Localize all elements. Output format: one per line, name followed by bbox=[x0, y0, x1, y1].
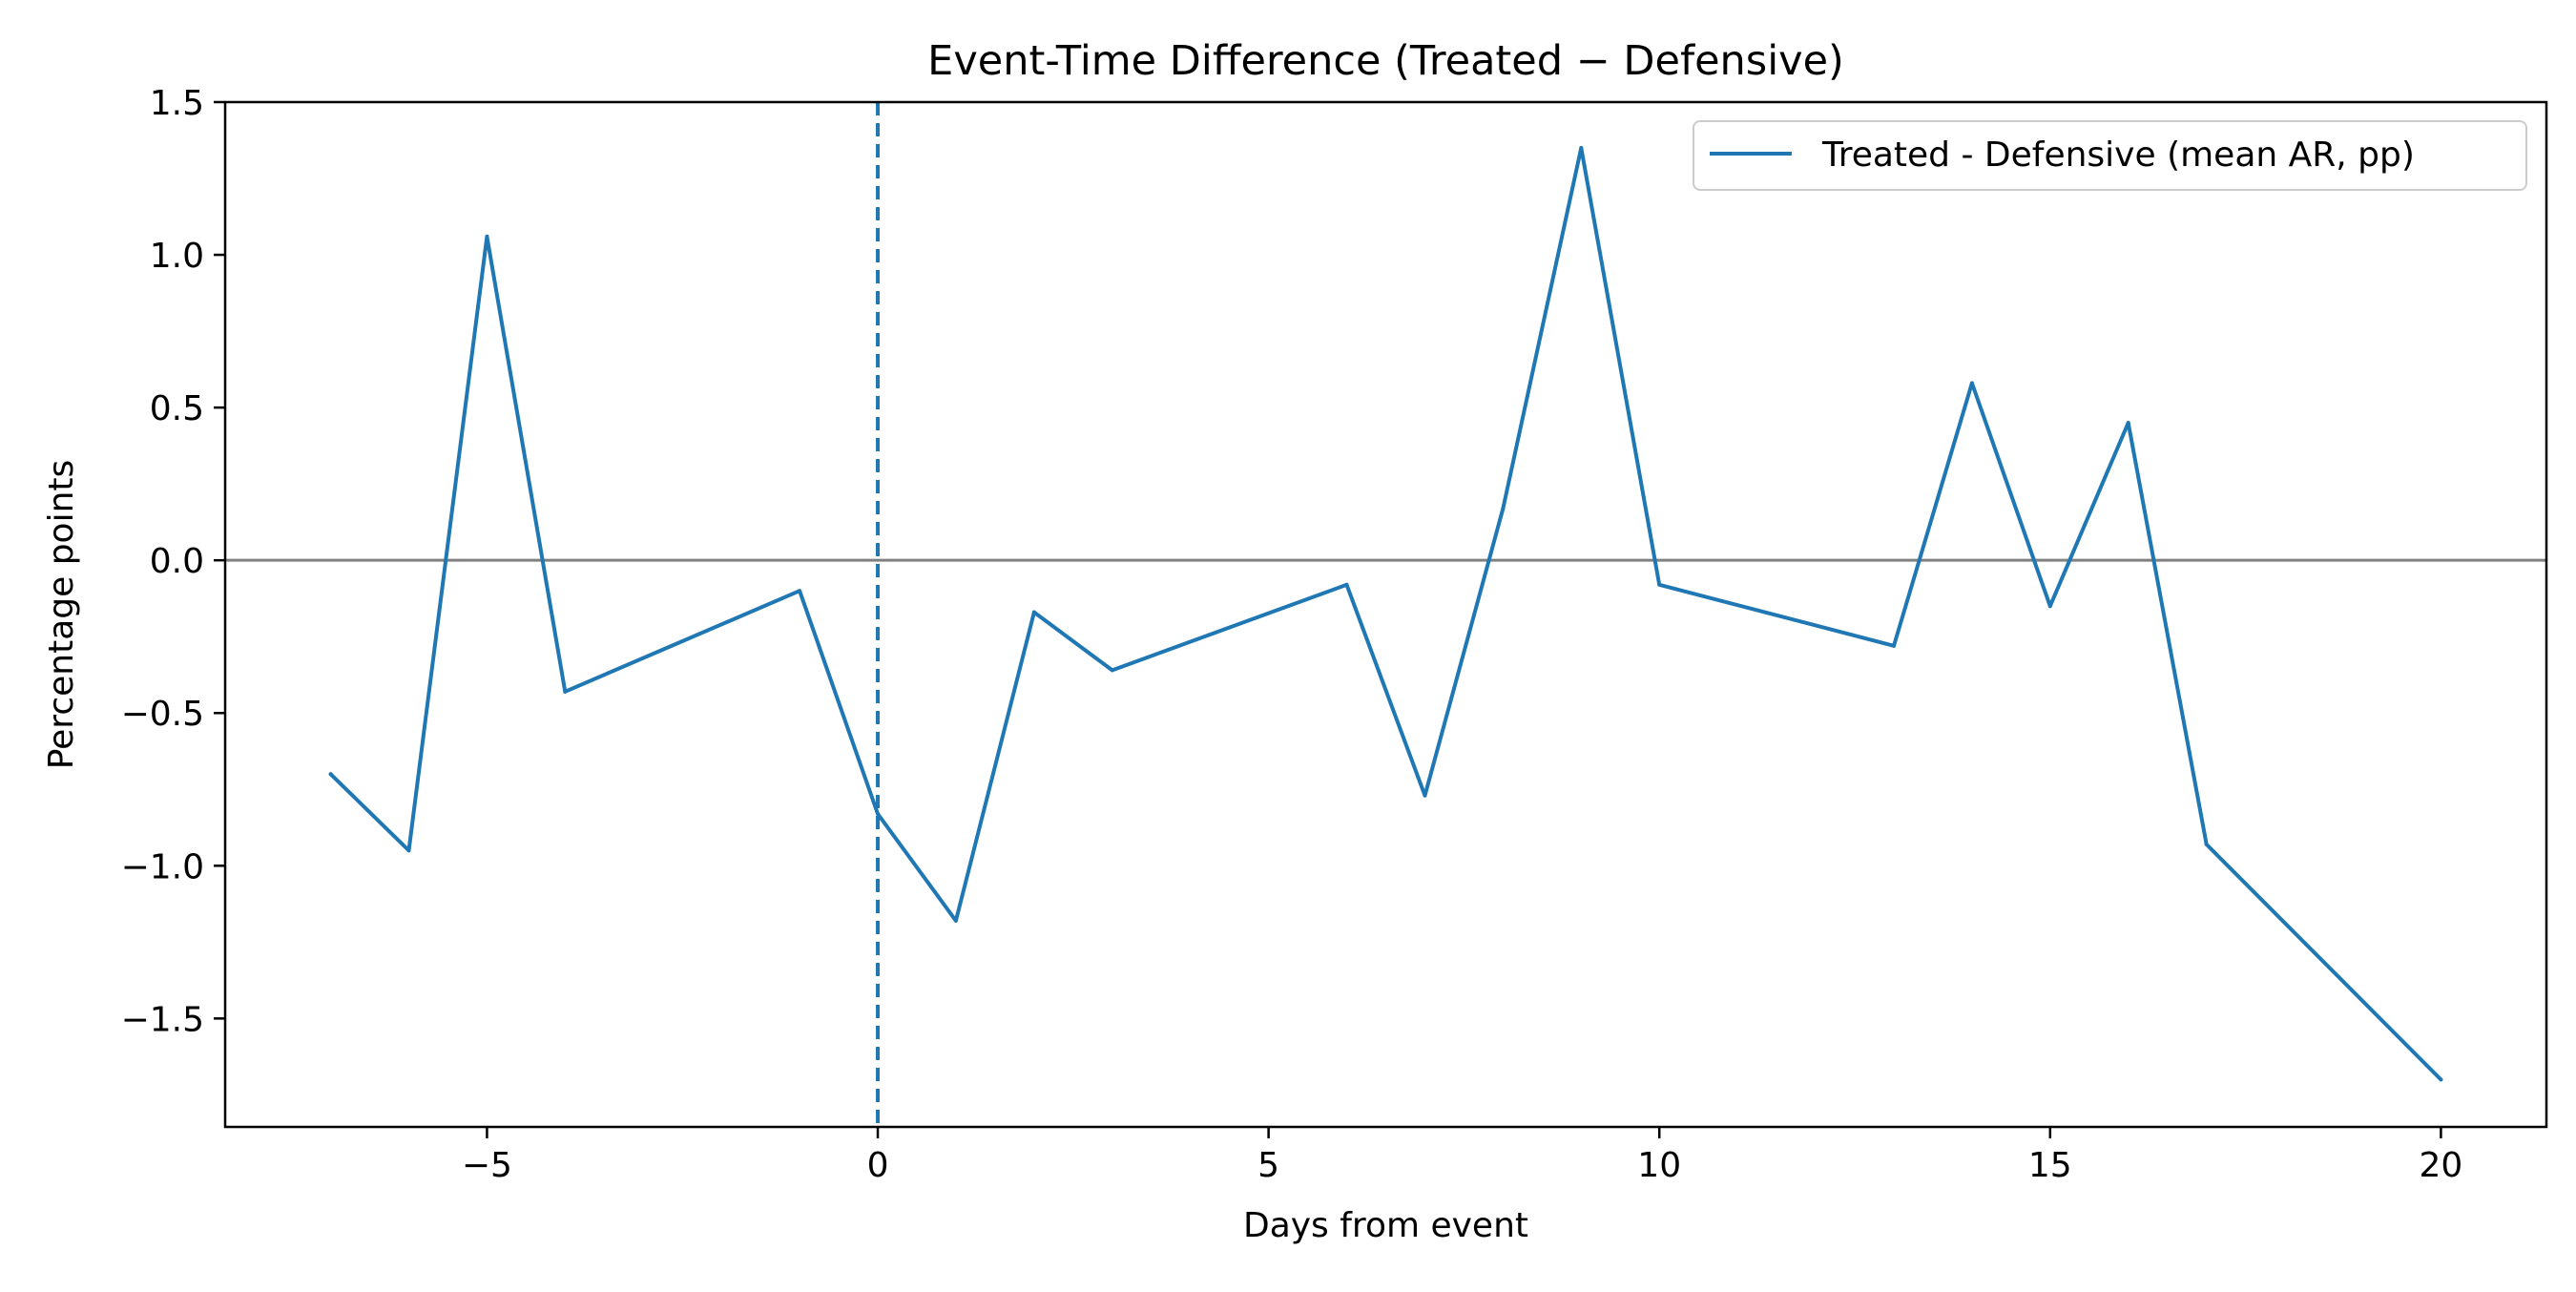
y-tick-label: 0.0 bbox=[150, 542, 204, 581]
data-point bbox=[1423, 793, 1427, 798]
chart-title: Event-Time Difference (Treated − Defensi… bbox=[927, 37, 1844, 85]
data-point bbox=[798, 589, 802, 594]
data-point bbox=[1891, 643, 1896, 648]
data-point bbox=[406, 848, 411, 853]
x-tick-label: −5 bbox=[462, 1146, 512, 1185]
legend-box bbox=[1693, 120, 2527, 191]
y-tick-label: 1.0 bbox=[150, 237, 204, 276]
y-tick-label: −1.5 bbox=[121, 1000, 204, 1039]
data-point bbox=[1657, 582, 1662, 587]
data-point bbox=[2047, 604, 2052, 609]
x-tick-label: 0 bbox=[867, 1146, 889, 1185]
data-point bbox=[953, 918, 958, 923]
data-point bbox=[485, 234, 489, 239]
legend: Treated - Defensive (mean AR, pp) bbox=[1693, 120, 2527, 191]
y-axis-label: Percentage points bbox=[42, 460, 81, 770]
data-point bbox=[2126, 421, 2130, 426]
data-point bbox=[1579, 146, 1584, 151]
data-point bbox=[876, 811, 881, 816]
data-point bbox=[2204, 842, 2209, 846]
x-axis: −5 0 5 10 15 20 bbox=[462, 1127, 2462, 1185]
legend-entry-label: Treated - Defensive (mean AR, pp) bbox=[1821, 135, 2415, 175]
data-point bbox=[563, 689, 568, 694]
x-tick-label: 15 bbox=[2028, 1146, 2072, 1185]
data-point bbox=[2439, 1077, 2443, 1082]
data-point bbox=[1969, 381, 1974, 386]
x-tick-label: 20 bbox=[2420, 1146, 2463, 1185]
y-tick-label: −1.0 bbox=[121, 847, 204, 886]
reference-lines bbox=[225, 102, 2546, 1127]
data-point bbox=[1344, 582, 1349, 587]
series-line bbox=[328, 146, 2443, 1082]
data-point bbox=[328, 772, 333, 777]
x-axis-label: Days from event bbox=[1243, 1206, 1528, 1245]
y-tick-label: 1.5 bbox=[150, 84, 204, 123]
x-tick-label: 10 bbox=[1637, 1146, 1681, 1185]
y-axis: 1.5 1.0 0.5 0.0 −0.5 −1.0 −1.5 bbox=[121, 84, 225, 1039]
x-tick-label: 5 bbox=[1257, 1146, 1279, 1185]
data-point bbox=[1110, 668, 1114, 673]
data-point bbox=[1031, 610, 1036, 615]
y-tick-label: −0.5 bbox=[121, 695, 204, 734]
series-layer bbox=[328, 146, 2443, 1082]
plot-area-frame bbox=[223, 100, 2548, 1129]
data-point bbox=[1501, 506, 1506, 511]
y-tick-label: 0.5 bbox=[150, 389, 204, 428]
